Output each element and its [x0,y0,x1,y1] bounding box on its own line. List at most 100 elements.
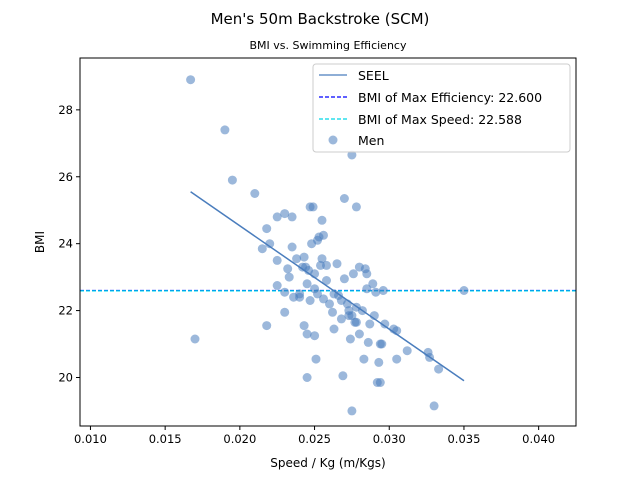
plot-area [80,75,576,416]
data-point [375,378,385,387]
chart-subtitle: BMI vs. Swimming Efficiency [250,39,407,52]
x-tick-label: 0.015 [149,432,182,446]
x-tick-label: 0.025 [298,432,331,446]
data-point [190,334,200,344]
data-point [380,319,390,329]
y-tick-label: 26 [58,170,73,184]
y-tick-label: 20 [58,370,73,384]
data-point [302,373,312,382]
y-tick-label: 22 [58,304,73,318]
data-point [374,357,384,367]
y-axis-label: BMI [33,231,47,253]
data-point [402,346,412,356]
data-point [362,284,372,294]
y-tick-label: 24 [58,237,73,251]
data-point [377,339,387,349]
y-axis-ticks: 20 22 24 26 28 [58,103,80,384]
data-point [348,269,358,279]
x-tick-label: 0.030 [373,432,406,446]
data-point [272,255,282,265]
data-point [371,287,381,297]
data-point [272,212,282,222]
data-point [339,194,349,203]
data-point [365,319,375,329]
x-axis-label: Speed / Kg (m/Kgs) [270,456,385,470]
data-point [287,212,297,222]
data-point [338,371,348,381]
legend: SEEL BMI of Max Efficiency: 22.600 BMI o… [312,63,571,153]
data-point [332,259,342,269]
data-point [378,286,388,295]
data-point [257,244,267,254]
data-point [250,189,260,198]
data-point [262,321,272,331]
x-tick-label: 0.035 [447,432,480,446]
data-point [359,354,369,364]
data-point [347,311,357,321]
data-point [317,254,327,264]
data-point [308,202,318,212]
scatter-points [186,75,469,416]
legend-max-efficiency-label: BMI of Max Efficiency: 22.600 [358,90,542,105]
data-point [351,317,361,327]
seel-line [190,191,465,382]
x-tick-label: 0.040 [522,432,555,446]
y-tick-label: 28 [58,103,73,117]
data-point [292,254,302,264]
data-point [305,296,315,305]
legend-men-marker [328,135,338,145]
data-point [345,334,355,344]
data-point [280,287,290,297]
data-point [336,314,346,324]
data-point [347,150,357,160]
data-point [351,202,361,212]
data-point [368,279,378,289]
data-point [299,252,309,262]
data-point [283,264,293,274]
data-point [322,260,331,270]
legend-men-label: Men [358,133,384,148]
x-tick-label: 0.010 [74,432,107,446]
plot-frame [79,57,577,427]
data-point [313,289,322,299]
data-point [280,209,290,219]
data-point [280,307,290,317]
legend-box [312,63,571,153]
data-point [295,292,305,302]
data-point [319,230,328,240]
legend-seel-label: SEEL [358,68,389,83]
data-point [227,175,237,185]
data-point [328,307,337,317]
data-point [325,299,334,309]
data-point [186,75,196,85]
x-tick-label: 0.020 [223,432,256,446]
data-point [272,281,282,290]
data-point [220,125,230,135]
data-point [347,406,357,416]
chart-title: Men's 50m Backstroke (SCM) [211,10,430,28]
data-point [392,354,402,364]
data-point [317,215,327,225]
data-point [329,324,339,334]
data-point [301,262,311,272]
data-point [310,331,320,341]
data-point [284,272,294,282]
data-point [434,364,444,374]
data-point [262,224,272,234]
data-point [265,239,275,249]
data-point [319,294,328,304]
data-point [363,337,373,347]
data-point [302,279,312,289]
data-point [287,242,297,252]
data-point [339,274,349,284]
legend-max-speed-label: BMI of Max Speed: 22.588 [358,112,522,127]
data-point [299,321,309,331]
data-point [311,354,321,364]
data-point [429,401,439,411]
data-point [459,286,469,295]
data-point [302,329,312,339]
data-point [362,269,372,279]
seel-line-layer [190,191,465,382]
x-axis-ticks: 0.010 0.015 0.020 0.025 0.030 0.035 0.040 [74,426,555,446]
